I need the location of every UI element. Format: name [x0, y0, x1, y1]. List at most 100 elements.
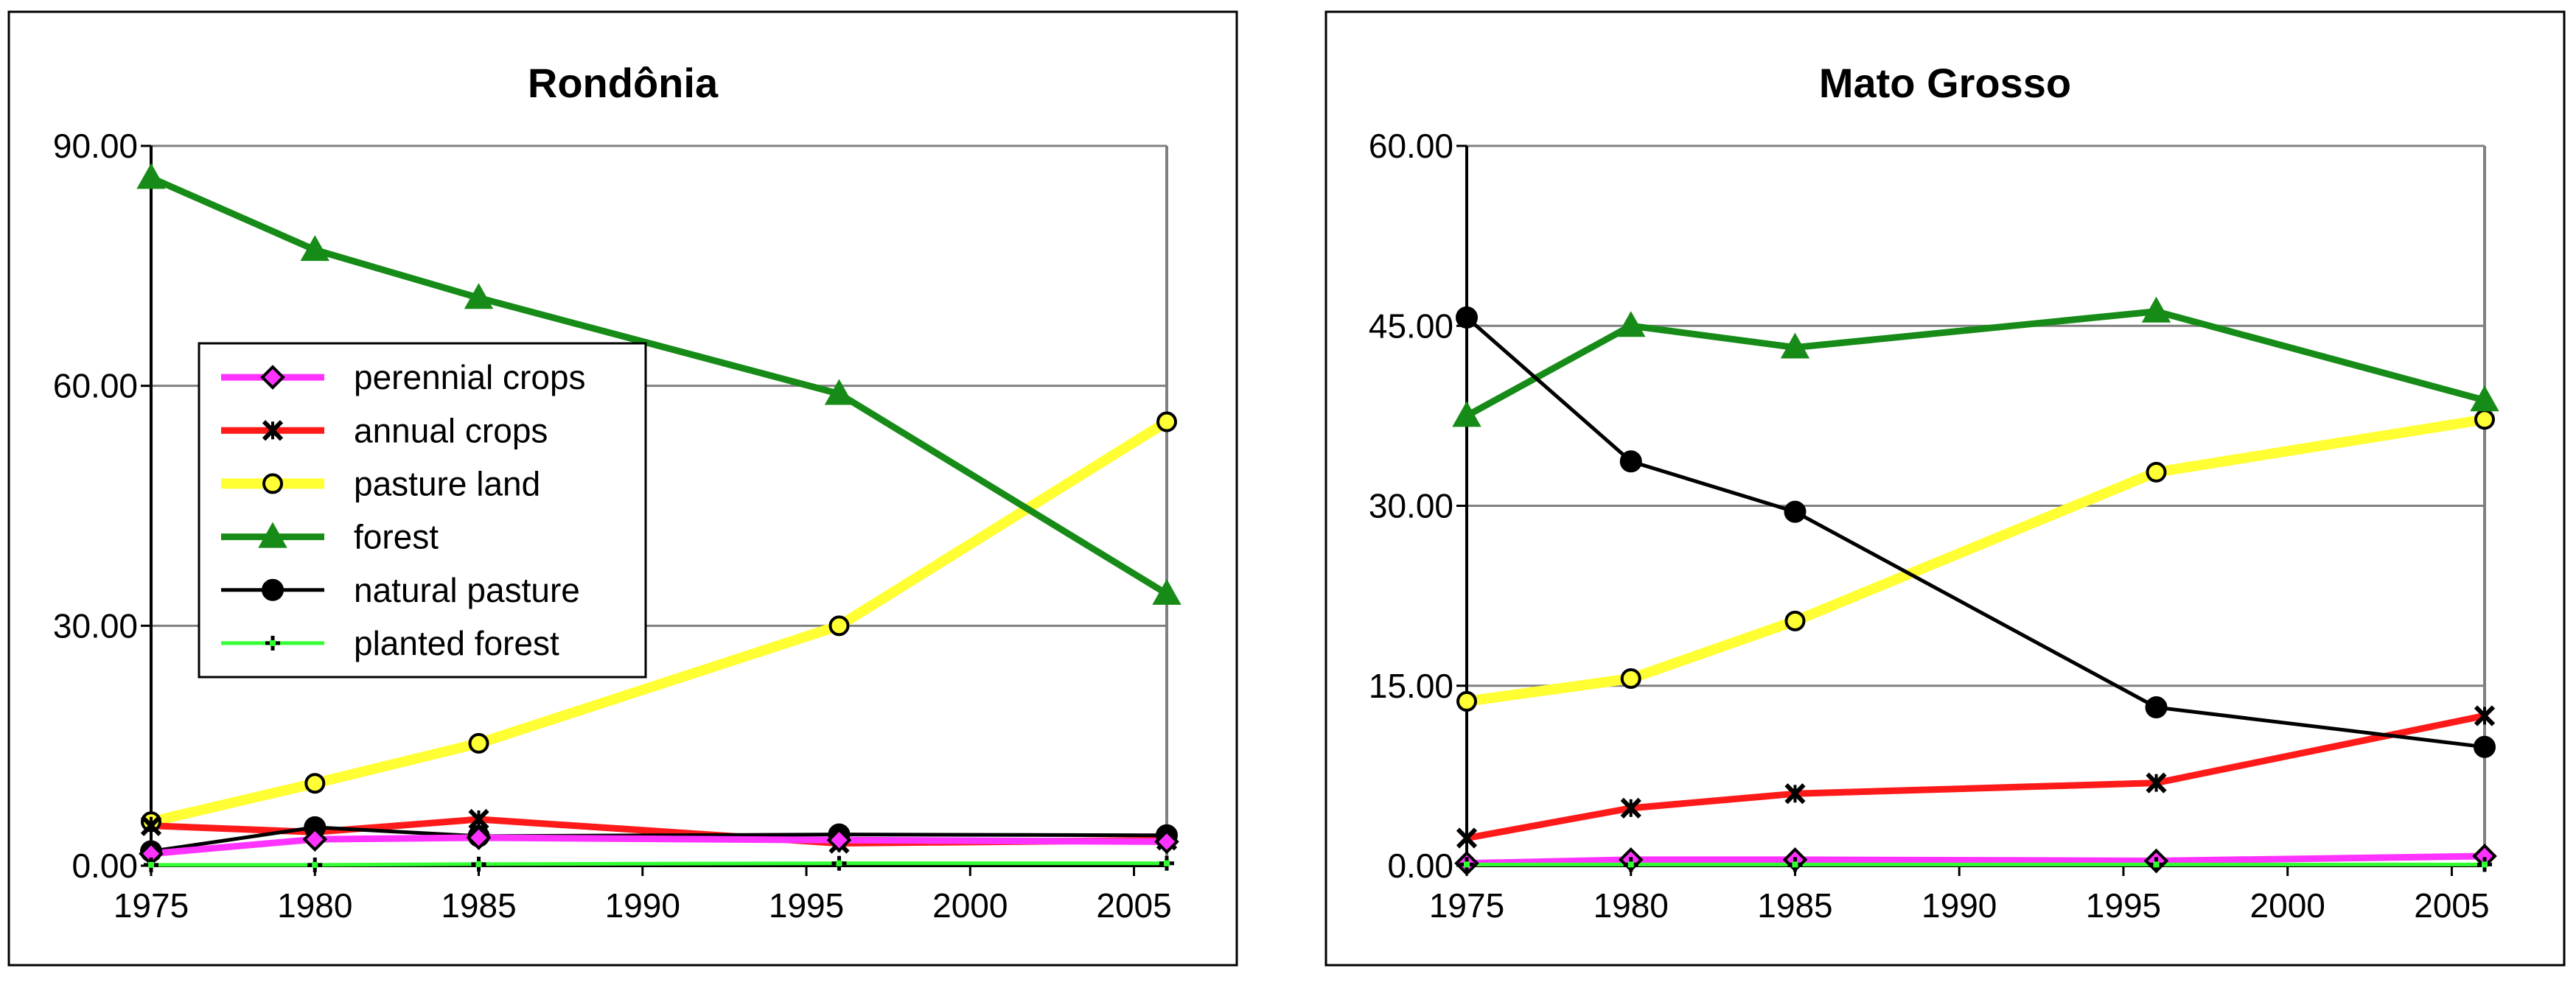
- data-point-natural: [1784, 500, 1807, 523]
- data-point-pasture: [1784, 610, 1806, 631]
- series-markers-perennial: [139, 825, 1179, 866]
- y-tick-label: 30.00: [53, 606, 138, 645]
- data-point-annual: [140, 815, 162, 836]
- legend-marker: [265, 635, 280, 651]
- data-point-planted: [1159, 855, 1174, 871]
- data-point-perennial: [826, 827, 852, 853]
- series-markers-planted: [1459, 857, 2492, 872]
- data-point-planted: [1459, 857, 1474, 872]
- x-tick-label: 2000: [2250, 886, 2325, 925]
- data-point-planted: [307, 857, 323, 872]
- x-tick-label: 1995: [2086, 886, 2161, 925]
- x-tick-label: 2005: [1096, 886, 1171, 925]
- data-point-forest: [1152, 578, 1181, 605]
- data-point-planted: [1623, 857, 1638, 872]
- data-point-forest: [1616, 311, 1646, 337]
- data-point-pasture: [1156, 411, 1177, 432]
- data-point-annual: [1784, 783, 1806, 805]
- data-point-annual: [2474, 705, 2496, 726]
- legend-item-annual: annual crops: [221, 411, 548, 449]
- data-point-natural: [1456, 306, 1478, 329]
- data-point-perennial: [302, 827, 328, 852]
- legend-marker: [262, 578, 284, 601]
- y-tick-label: 60.00: [1369, 127, 1453, 165]
- x-tick-label: 1985: [441, 886, 516, 925]
- x-tick-label: 2005: [2414, 886, 2489, 925]
- data-point-natural: [2145, 696, 2168, 719]
- y-tick-label: 0.00: [71, 847, 138, 885]
- x-tick-label: 1985: [1757, 886, 1832, 925]
- data-point-pasture: [1456, 690, 1477, 712]
- legend-marker: [262, 473, 283, 494]
- data-point-forest: [464, 283, 494, 309]
- x-tick-label: 1975: [1429, 886, 1504, 925]
- series-markers-forest: [136, 163, 1181, 605]
- y-tick-label: 0.00: [1387, 847, 1453, 885]
- series-markers-planted: [144, 855, 1174, 872]
- data-point-perennial: [466, 825, 492, 850]
- series-markers-annual: [1456, 705, 2496, 849]
- data-point-forest: [824, 379, 854, 405]
- series-markers-pasture: [1456, 409, 2495, 712]
- x-tick-label: 1980: [1594, 886, 1669, 925]
- y-tick-label: 15.00: [1369, 667, 1453, 705]
- x-tick-label: 1990: [1921, 886, 1997, 925]
- legend-label: planted forest: [354, 624, 559, 662]
- data-point-forest: [136, 163, 166, 189]
- x-tick-label: 2000: [932, 886, 1008, 925]
- legend-item-natural: natural pasture: [221, 571, 580, 609]
- data-point-planted: [144, 857, 158, 872]
- data-point-forest: [300, 235, 329, 262]
- series-markers-natural: [1456, 306, 2496, 758]
- data-point-perennial: [1154, 829, 1179, 855]
- data-point-pasture: [1620, 668, 1641, 689]
- data-point-natural: [1619, 450, 1642, 473]
- series-markers-forest: [1452, 296, 2499, 427]
- data-point-pasture: [828, 615, 850, 637]
- x-tick-label: 1990: [605, 886, 680, 925]
- data-point-pasture: [2146, 461, 2167, 483]
- series-line-planted: [149, 861, 1169, 867]
- legend-item-forest: forest: [221, 518, 439, 556]
- chart-panel-1: Rondônia 0.00 30.00 60.00 90.00 1975 1980 1985 1…: [7, 10, 1238, 967]
- legend-marker: [262, 420, 284, 441]
- legend-item-planted: planted forest: [221, 624, 559, 662]
- y-tick-label: 45.00: [1369, 306, 1453, 345]
- legend-label: forest: [354, 518, 439, 556]
- legend-item-perennial: perennial crops: [221, 358, 586, 396]
- legend-label: annual crops: [354, 411, 548, 449]
- series-planted: [149, 861, 1169, 867]
- data-point-planted: [2477, 857, 2492, 872]
- y-tick-label: 30.00: [1369, 487, 1453, 525]
- data-point-pasture: [468, 732, 489, 754]
- data-point-forest: [2470, 385, 2499, 412]
- data-point-planted: [471, 856, 486, 872]
- y-tick-label: 90.00: [53, 127, 138, 165]
- data-point-planted: [831, 855, 847, 871]
- chart-title: Mato Grosso: [1819, 60, 2071, 106]
- x-tick-label: 1980: [277, 886, 352, 925]
- x-tick-label: 1975: [114, 886, 189, 925]
- legend-marker: [260, 365, 285, 390]
- data-point-natural: [2474, 735, 2496, 758]
- legend-marker: [258, 522, 287, 548]
- data-point-pasture: [2474, 409, 2495, 430]
- data-point-pasture: [304, 773, 326, 794]
- chart-title: Rondônia: [528, 60, 719, 106]
- y-tick-label: 60.00: [53, 367, 138, 405]
- chart-panel-2: Mato Grosso 0.00 15.00 30.00 45.00 60.00 1975 1…: [1324, 10, 2566, 967]
- x-tick-label: 1995: [769, 886, 844, 925]
- data-point-annual: [1456, 827, 1478, 849]
- data-point-annual: [1620, 797, 1641, 819]
- legend-label: pasture land: [354, 464, 540, 502]
- legend-label: natural pasture: [354, 571, 580, 609]
- data-point-forest: [1780, 332, 1810, 359]
- data-point-planted: [1787, 857, 1803, 872]
- legend-item-pasture: pasture land: [221, 464, 540, 502]
- data-point-planted: [2149, 857, 2164, 872]
- legend: perennial crops annual crops pasture land f…: [198, 342, 647, 679]
- data-point-forest: [2141, 296, 2171, 323]
- legend-box: [198, 342, 647, 679]
- legend-label: perennial crops: [354, 358, 586, 396]
